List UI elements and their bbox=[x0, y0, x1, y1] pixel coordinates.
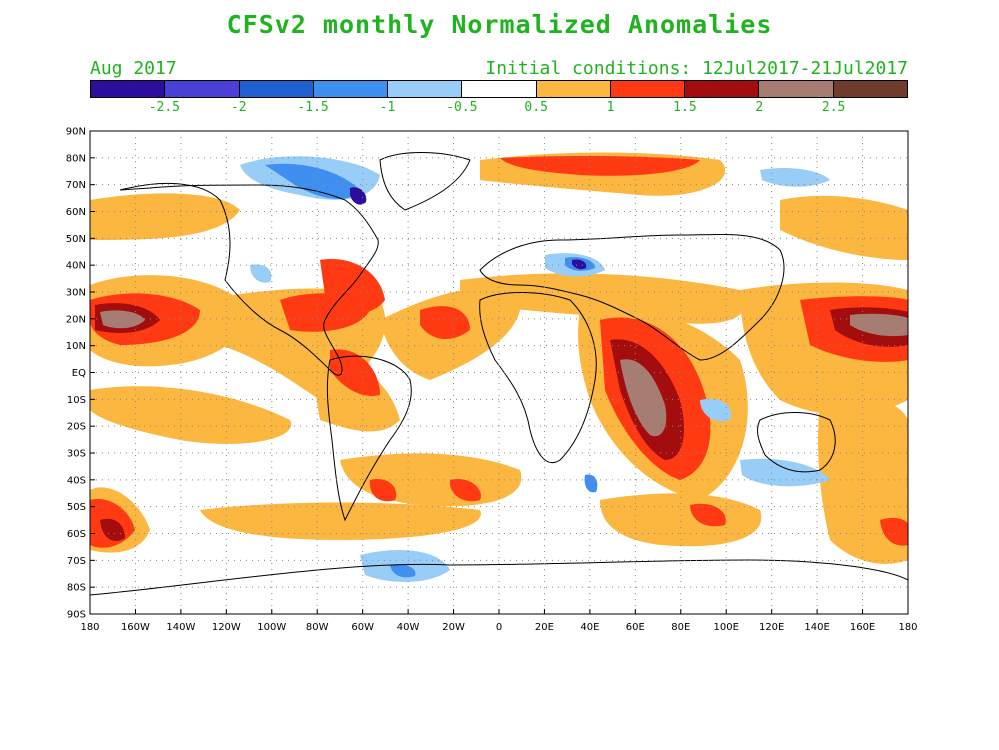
lat-tick-label: 70N bbox=[66, 180, 86, 191]
lon-tick-label: 0 bbox=[496, 622, 502, 633]
anomaly-shading-1 bbox=[90, 152, 908, 564]
anomaly-shading-6 bbox=[265, 163, 598, 578]
colorbar-tick-label: 2 bbox=[755, 100, 764, 115]
coastlines bbox=[90, 152, 908, 596]
lat-tick-label: 20N bbox=[66, 314, 86, 325]
colorbar-swatch bbox=[833, 81, 907, 97]
lat-tick-label: EQ bbox=[72, 368, 86, 379]
anomaly-field bbox=[90, 152, 908, 596]
lon-tick-label: 80W bbox=[306, 622, 329, 633]
colorbar-tick-label: -2.5 bbox=[148, 100, 181, 115]
colorbar-swatch bbox=[313, 81, 389, 97]
colorbar-swatch bbox=[759, 81, 834, 97]
colorbar bbox=[90, 80, 908, 98]
lat-tick-label: 50S bbox=[67, 502, 86, 513]
lon-tick-label: 60E bbox=[626, 622, 645, 633]
lat-tick-label: 70S bbox=[67, 556, 86, 567]
valid-month-label: Aug 2017 bbox=[90, 58, 177, 79]
lat-tick-label: 60S bbox=[67, 529, 86, 540]
lat-tick-label: 90S bbox=[67, 610, 86, 621]
lat-tick-label: 40N bbox=[66, 261, 86, 272]
lon-tick-label: 80E bbox=[671, 622, 690, 633]
colorbar-tick-label: -1 bbox=[379, 100, 396, 115]
colorbar-tick-label: 2.5 bbox=[821, 100, 846, 115]
colorbar-swatch bbox=[462, 81, 537, 97]
latitude-labels: 90N 80N 70N 60N 50N 40N 30N 20N 10N EQ 10S 20S 30S 40… bbox=[66, 127, 95, 621]
lon-tick-label: 140E bbox=[804, 622, 829, 633]
colorbar-tick-label: -2 bbox=[230, 100, 247, 115]
lat-tick-label: 90N bbox=[66, 127, 86, 138]
lat-tick-label: 30N bbox=[66, 288, 86, 299]
lon-tick-label: 160E bbox=[850, 622, 875, 633]
lon-tick-label: 60W bbox=[351, 622, 374, 633]
lat-tick-label: 20S bbox=[67, 422, 86, 433]
colorbar-swatch bbox=[536, 81, 611, 97]
colorbar-swatch bbox=[388, 81, 463, 97]
lat-tick-label: 30S bbox=[67, 449, 86, 460]
colorbar-swatch bbox=[91, 81, 166, 97]
lon-tick-label: 180 bbox=[898, 622, 917, 633]
lon-tick-label: 120E bbox=[759, 622, 784, 633]
lon-tick-label: 180 bbox=[80, 622, 99, 633]
lat-tick-label: 60N bbox=[66, 207, 86, 218]
colorbar-swatch bbox=[610, 81, 686, 97]
lon-tick-label: 100E bbox=[714, 622, 739, 633]
colorbar-swatch bbox=[685, 81, 760, 97]
anomaly-shading-4 bbox=[100, 310, 908, 437]
colorbar-tick-label: -1.5 bbox=[297, 100, 329, 115]
lat-tick-label: 40S bbox=[67, 475, 86, 486]
lon-tick-label: 20W bbox=[442, 622, 465, 633]
colorbar-swatch bbox=[239, 81, 314, 97]
lat-tick-label: 50N bbox=[66, 234, 86, 245]
lat-tick-label: 10N bbox=[66, 341, 86, 352]
colorbar-tick-label: 0.5 bbox=[524, 100, 548, 115]
lon-tick-label: 100W bbox=[257, 622, 286, 633]
lat-tick-label: 10S bbox=[67, 395, 86, 406]
lat-tick-label: 80N bbox=[66, 153, 86, 164]
colorbar-tick-label: -0.5 bbox=[446, 100, 478, 115]
lon-tick-label: 40W bbox=[397, 622, 420, 633]
longitude-labels: 180 160W 140W 120W 100W 80W 60W 40W 20W 0 20E 40E 60… bbox=[80, 609, 918, 633]
lat-tick-label: 80S bbox=[67, 583, 86, 594]
lon-tick-label: 20E bbox=[535, 622, 554, 633]
graticule bbox=[90, 131, 908, 614]
lon-tick-label: 140W bbox=[166, 622, 195, 633]
lon-tick-label: 40E bbox=[580, 622, 599, 633]
map-title: CFSv2 monthly Normalized Anomalies bbox=[226, 10, 773, 39]
lon-tick-label: 160W bbox=[121, 622, 150, 633]
lon-tick-label: 120W bbox=[212, 622, 241, 633]
colorbar-labels: -2.5 -2 -1.5 -1 -0.5 0.5 1 1.5 2 2.5 bbox=[90, 100, 908, 116]
initial-conditions-label: Initial conditions: 12Jul2017-21Jul2017 bbox=[485, 58, 908, 79]
colorbar-swatch bbox=[165, 81, 240, 97]
colorbar-tick-label: 1 bbox=[606, 100, 615, 115]
colorbar-tick-label: 1.5 bbox=[673, 100, 697, 115]
